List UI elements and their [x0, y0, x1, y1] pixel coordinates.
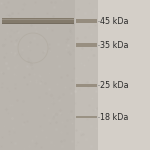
Bar [76, 84, 97, 87]
Bar [76, 19, 97, 23]
Bar [2, 18, 74, 24]
Bar [75, 0, 98, 150]
Text: 25 kDa: 25 kDa [100, 81, 129, 90]
Bar [2, 23, 74, 24]
Bar [98, 0, 150, 150]
Bar [76, 43, 97, 47]
Bar [0, 0, 75, 150]
Text: 45 kDa: 45 kDa [100, 16, 129, 26]
Bar [2, 19, 74, 20]
Text: 35 kDa: 35 kDa [100, 40, 129, 50]
Text: 18 kDa: 18 kDa [100, 112, 129, 122]
Bar [76, 116, 97, 118]
